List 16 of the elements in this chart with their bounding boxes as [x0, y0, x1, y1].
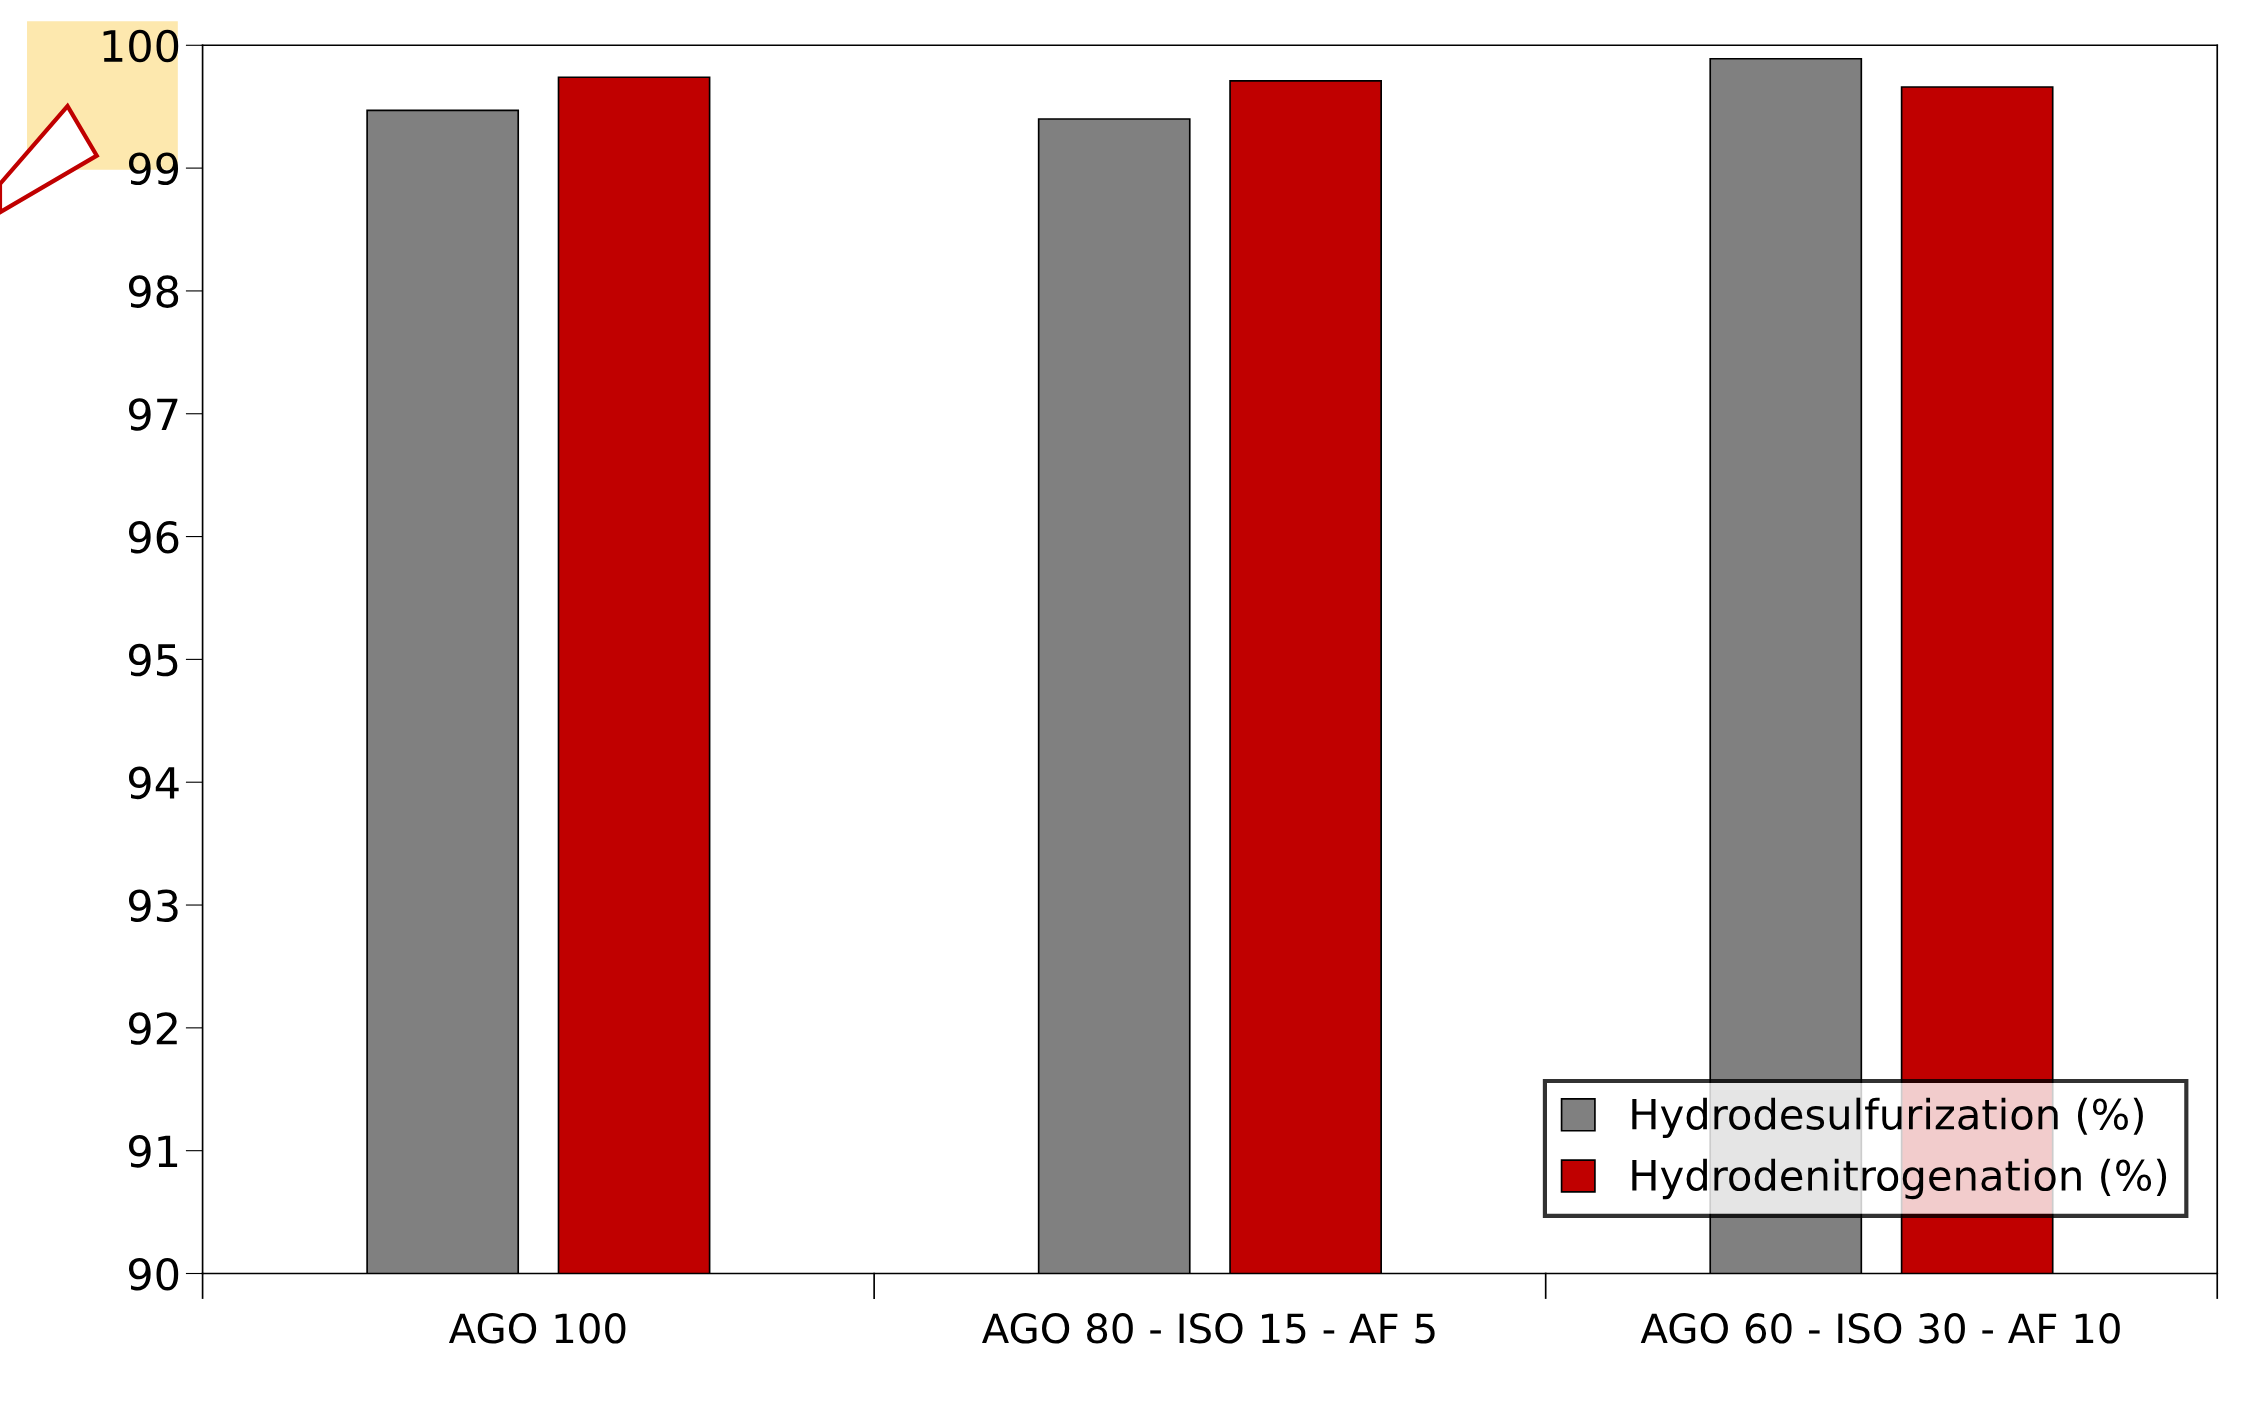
y-tick-label: 91: [128, 1135, 178, 1168]
y-tick-label: 92: [128, 1012, 177, 1045]
legend-label: Hydrodenitrogenation (%): [1632, 1158, 2167, 1200]
x-tick-label: AGO 80 - ISO 15 - AF 5: [982, 1313, 1435, 1344]
x-tick-label: AGO 100: [448, 1313, 626, 1344]
legend-label: Hydrodesulfurization (%): [1632, 1097, 2143, 1138]
y-tick-label: 95: [128, 643, 178, 677]
x-tick-label: AGO 60 - ISO 30 - AF 10: [1640, 1313, 2120, 1344]
y-tick-label: 90: [128, 1257, 179, 1291]
y-tick-label: 98: [128, 275, 179, 308]
y-tick-label: 96: [128, 520, 179, 554]
y-tick-label: 94: [128, 766, 179, 800]
y-tick-label: 97: [128, 398, 178, 431]
y-tick-label: 100: [103, 29, 179, 63]
y-tick-label: 99: [128, 152, 179, 186]
y-tick-label: 93: [128, 889, 178, 922]
